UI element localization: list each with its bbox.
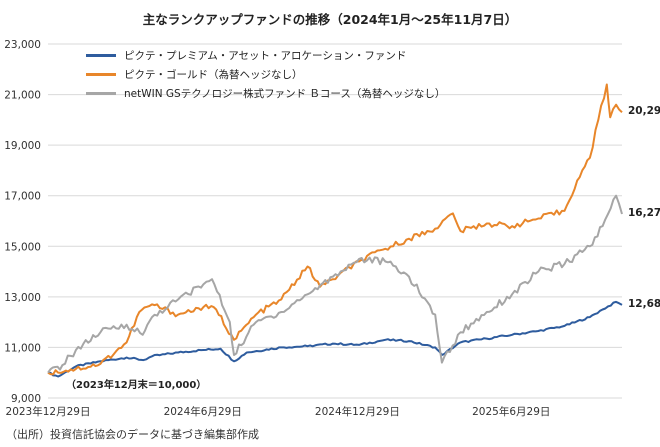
legend-item-pictet-premium: ピクテ・プレミアム・アセット・アロケーション・ファンド xyxy=(86,46,445,65)
end-label-netwin-tech: 16,277 xyxy=(628,206,660,219)
y-tick-label: 19,000 xyxy=(4,140,41,152)
y-tick-label: 13,000 xyxy=(4,292,41,304)
y-tick-label: 17,000 xyxy=(4,191,41,203)
x-tick-label: 2024年6月29日 xyxy=(164,405,242,418)
end-label-pictet-gold: 20,298 xyxy=(628,105,660,118)
x-tick-label: 2023年12月29日 xyxy=(6,405,91,418)
legend-swatch-netwin-tech xyxy=(86,92,116,95)
series-line-pictet-premium xyxy=(47,300,623,378)
legend-label-pictet-gold: ピクテ・ゴールド（為替ヘッジなし） xyxy=(124,69,303,81)
legend-item-pictet-gold: ピクテ・ゴールド（為替ヘッジなし） xyxy=(86,65,445,84)
legend-swatch-pictet-gold xyxy=(86,73,116,76)
y-tick-label: 9,000 xyxy=(11,393,41,405)
series-line-netwin-tech xyxy=(47,194,623,374)
chart-legend: ピクテ・プレミアム・アセット・アロケーション・ファンド ピクテ・ゴールド（為替ヘ… xyxy=(86,46,445,103)
y-tick-label: 15,000 xyxy=(4,241,41,253)
series-line-pictet-gold xyxy=(47,83,623,376)
legend-label-netwin-tech: netWIN GSテクノロジー株式ファンド Ｂコース（為替ヘッジなし） xyxy=(124,88,446,100)
legend-item-netwin-tech: netWIN GSテクノロジー株式ファンド Ｂコース（為替ヘッジなし） xyxy=(86,84,445,103)
baseline-note: （2023年12月末＝10,000） xyxy=(66,380,207,391)
x-tick-label: 2024年12月29日 xyxy=(315,405,400,418)
legend-swatch-pictet-premium xyxy=(86,54,116,57)
end-label-pictet-premium: 12,682 xyxy=(628,297,660,310)
chart-title: 主なランクアップファンドの推移（2024年1月～25年11月7日） xyxy=(142,12,518,27)
x-tick-label: 2025年6月29日 xyxy=(472,405,550,418)
legend-label-pictet-premium: ピクテ・プレミアム・アセット・アロケーション・ファンド xyxy=(124,50,407,62)
y-tick-label: 11,000 xyxy=(4,342,41,354)
y-tick-label: 23,000 xyxy=(4,39,41,51)
source-note: （出所）投資信託協会のデータに基づき編集部作成 xyxy=(6,428,259,441)
y-tick-label: 21,000 xyxy=(4,90,41,102)
